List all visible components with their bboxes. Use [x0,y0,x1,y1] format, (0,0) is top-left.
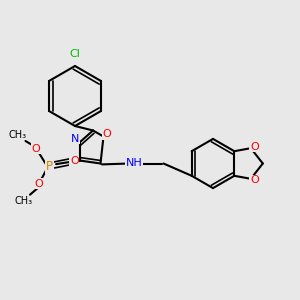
Text: O: O [250,142,259,152]
Text: O: O [34,178,43,189]
Text: O: O [70,156,79,166]
Text: NH: NH [126,158,143,169]
Text: O: O [250,175,259,185]
Text: O: O [103,129,112,139]
Text: O: O [32,143,40,154]
Text: P: P [46,160,53,173]
Text: Cl: Cl [70,49,80,59]
Text: CH₃: CH₃ [15,196,33,206]
Text: CH₃: CH₃ [9,130,27,140]
Text: N: N [71,134,79,144]
